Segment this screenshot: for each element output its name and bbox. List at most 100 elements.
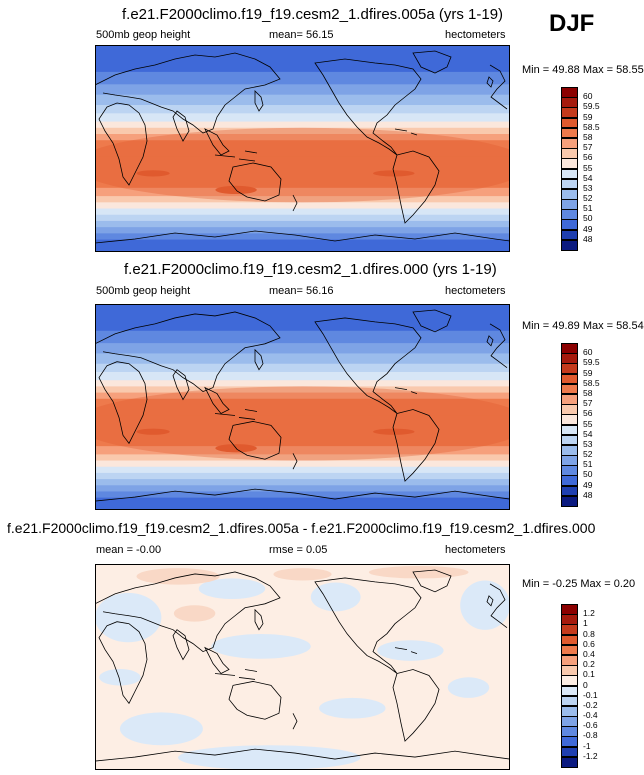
- coastline-path: [172, 629, 190, 661]
- colorbar-diff-label: -0.6: [583, 720, 598, 731]
- panel-3-title: f.e21.F2000climo.f19_f19.cesm2_1.dfires.…: [7, 520, 596, 536]
- panel-3-units: hectometers: [445, 544, 506, 556]
- field-band: [95, 446, 510, 455]
- colorbar-abs-swatch: [561, 353, 578, 364]
- colorbar-diff-swatch: [561, 685, 578, 697]
- coastline-path: [412, 50, 452, 74]
- colorbar-abs-label: 53: [583, 182, 593, 193]
- field-band: [95, 479, 510, 486]
- colorbar-abs-label: 56: [583, 408, 593, 419]
- field-blob: [136, 170, 170, 177]
- field-blob: [447, 677, 490, 698]
- colorbar-abs-label: 49: [583, 223, 593, 234]
- colorbar-diff-label: 0.2: [583, 659, 595, 670]
- panel-2-minmax: Min = 49.89 Max = 58.54: [522, 320, 644, 332]
- panel-2-variable: 500mb geop height: [96, 285, 191, 297]
- field-contours: [95, 45, 510, 252]
- colorbar-abs-label: 58.5: [583, 121, 600, 132]
- colorbar-diff-label: -0.1: [583, 689, 598, 700]
- coastline-path: [95, 571, 281, 653]
- coastline-path: [214, 150, 258, 162]
- field-band: [95, 45, 510, 73]
- field-contours: [95, 304, 510, 510]
- colorbar-diff-swatch: [561, 634, 578, 646]
- field-band: [95, 304, 510, 332]
- colorbar-diff-swatch: [561, 644, 578, 656]
- colorbar-abs-label: 52: [583, 449, 593, 460]
- colorbar-abs-label: 54: [583, 172, 593, 183]
- coastline-path: [228, 421, 282, 460]
- field-blob: [273, 568, 332, 581]
- colorbar-abs-label: 54: [583, 428, 593, 439]
- field-band: [95, 127, 510, 135]
- colorbar-abs-label: 60: [583, 347, 593, 358]
- colorbar-abs-swatch: [561, 127, 578, 139]
- colorbar-abs-swatch: [561, 414, 578, 425]
- colorbar-abs-swatch: [561, 178, 578, 190]
- coastline-path: [214, 409, 258, 420]
- field-band: [95, 214, 510, 222]
- colorbar-diff-label: 1.2: [583, 608, 595, 619]
- colorbar-abs-swatch: [561, 168, 578, 180]
- colorbar-diff-swatch: [561, 746, 578, 758]
- field-blob: [119, 712, 203, 746]
- colorbar-abs-label: 58.5: [583, 377, 600, 388]
- coastline-path: [254, 348, 264, 371]
- panel-1-variable: 500mb geop height: [96, 29, 191, 41]
- colorbar-diff-label: -1.2: [583, 750, 598, 761]
- colorbar-abs-swatch: [561, 199, 578, 210]
- coastline-path: [204, 386, 230, 414]
- colorbar-diff-swatch: [561, 756, 578, 768]
- field-blob: [173, 605, 216, 622]
- colorbar-diff-swatch: [561, 654, 578, 666]
- colorbar-diff-swatch: [561, 614, 578, 625]
- colorbar-abs-label: 57: [583, 398, 593, 409]
- field-band: [95, 380, 510, 387]
- coastline-path: [412, 569, 452, 593]
- field-band: [95, 472, 510, 480]
- panel-1-map: [95, 45, 510, 252]
- coastline-path: [412, 309, 452, 333]
- colorbar-abs-swatch: [561, 383, 578, 395]
- colorbar-abs-label: 52: [583, 193, 593, 204]
- field-band: [95, 363, 510, 373]
- colorbar-abs-label: 58: [583, 131, 593, 142]
- season-label: DJF: [549, 10, 595, 37]
- colorbar-abs-label: 59.5: [583, 357, 600, 368]
- panel-2-title: f.e21.F2000climo.f19_f19.cesm2_1.dfires.…: [124, 261, 497, 278]
- colorbar-abs-swatch: [561, 137, 578, 149]
- coastline-path: [392, 150, 440, 224]
- colorbar-abs-swatch: [561, 455, 578, 466]
- panel-3-mean: mean = -0.00: [96, 544, 162, 556]
- panel-3-minmax: Min = -0.25 Max = 0.20: [522, 578, 636, 590]
- colorbar-abs-label: 50: [583, 469, 593, 480]
- map-frame: [95, 304, 510, 510]
- colorbar-abs-swatch: [561, 465, 578, 476]
- field-band: [95, 105, 510, 114]
- panel-2-mean: mean= 56.16: [269, 285, 334, 297]
- colorbar-diff-label: -0.2: [583, 699, 598, 710]
- coastline-path: [254, 90, 264, 112]
- panel-2-map: [95, 304, 510, 510]
- panel-1-minmax: Min = 49.88 Max = 58.55: [522, 64, 644, 76]
- field-blob: [136, 568, 220, 585]
- map-frame: [95, 45, 510, 252]
- colorbar-diff-swatch: [561, 675, 578, 686]
- coastline-path: [95, 488, 510, 502]
- colorbar-diff-swatch: [561, 695, 578, 707]
- field-band: [95, 386, 510, 394]
- field-band: [95, 220, 510, 228]
- colorbar-diff-label: 0.8: [583, 628, 595, 639]
- field-blob: [211, 634, 311, 659]
- field-blob: [178, 745, 361, 770]
- field-band: [95, 227, 510, 234]
- coastline-path: [489, 583, 508, 629]
- colorbar-diff-label: 0.4: [583, 648, 595, 659]
- field-blob: [95, 127, 510, 203]
- colorbar-abs-label: 51: [583, 459, 593, 470]
- panel-3-rmse: rmse = 0.05: [269, 544, 328, 556]
- colorbar-abs-label: 50: [583, 213, 593, 224]
- colorbar-abs-label: 51: [583, 203, 593, 214]
- field-blob: [319, 697, 386, 719]
- panel-1-mean: mean= 56.15: [269, 29, 334, 41]
